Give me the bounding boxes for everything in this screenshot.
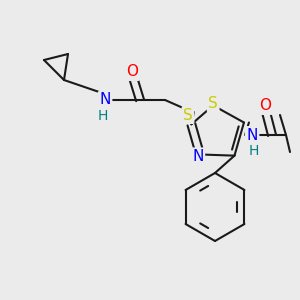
Text: S: S: [208, 96, 218, 111]
Text: H: H: [98, 109, 108, 123]
Text: N: N: [99, 92, 111, 107]
Text: O: O: [126, 64, 138, 80]
Text: H: H: [249, 144, 259, 158]
Text: N: N: [192, 149, 204, 164]
Text: N: N: [246, 128, 258, 142]
Text: S: S: [183, 107, 193, 122]
Text: O: O: [259, 98, 271, 113]
